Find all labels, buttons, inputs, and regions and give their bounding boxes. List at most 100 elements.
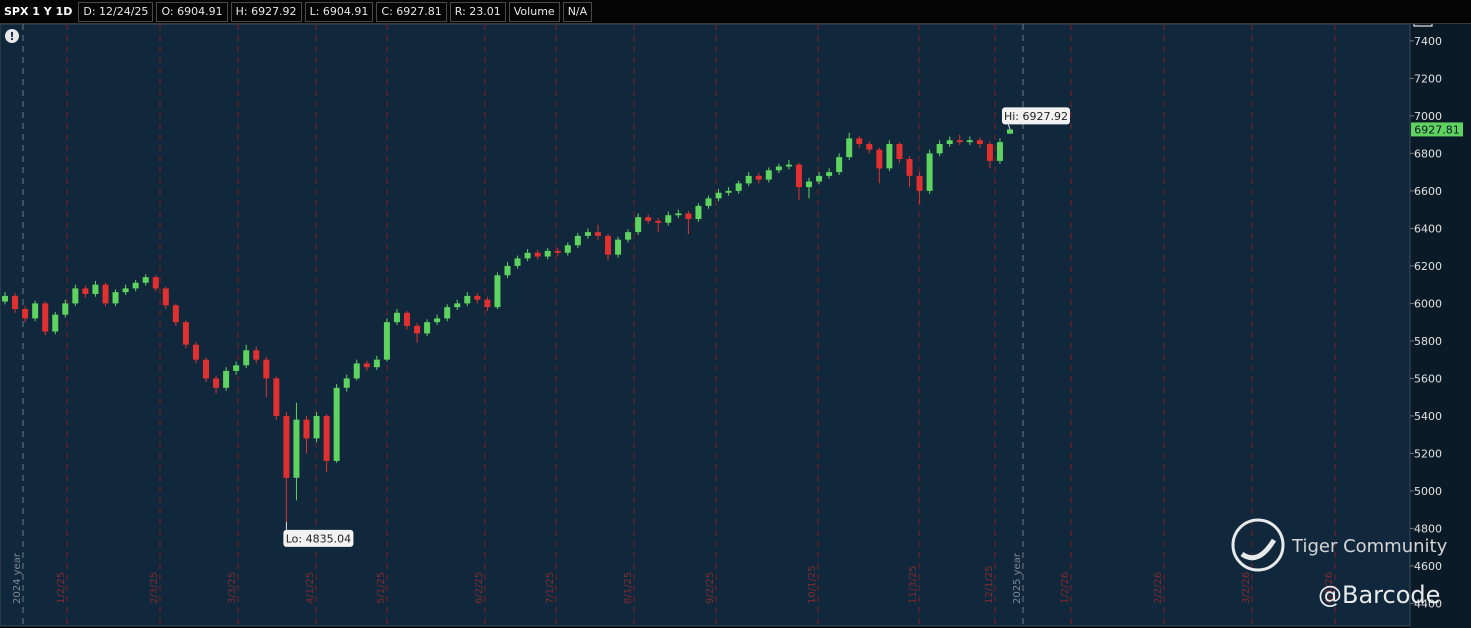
candle-body [856, 138, 863, 145]
candle-body [514, 258, 521, 266]
candle-body [22, 309, 29, 319]
header-field: Volume [508, 1, 560, 22]
y-tick-label: 5000 [1414, 485, 1442, 498]
candle-body [785, 164, 792, 167]
y-tick-label: 5600 [1414, 372, 1442, 385]
candle-body [745, 175, 752, 184]
y-tick-label: 6600 [1414, 185, 1442, 198]
plot-border [0, 24, 1411, 627]
candle-body [635, 217, 642, 233]
candle-body [373, 359, 380, 368]
y-tick-label: 4400 [1414, 597, 1442, 610]
candle-body [725, 190, 732, 193]
candle-body [32, 303, 39, 319]
candle-body [52, 314, 59, 332]
candle-body [494, 275, 501, 308]
candle-body [474, 295, 481, 300]
candle-body [313, 415, 320, 439]
candle-body [755, 175, 762, 180]
candle-body [273, 378, 280, 416]
candle-body [816, 175, 823, 182]
plot-bg [0, 24, 1410, 626]
candle-body [795, 164, 802, 188]
candle-body [484, 299, 491, 308]
date-label: 1/2/26 [1060, 572, 1071, 604]
candle-body [62, 303, 69, 315]
y-tick-label: 6800 [1414, 147, 1442, 160]
candle-body [534, 252, 541, 257]
candle-body [203, 359, 209, 379]
candle-body [383, 322, 390, 360]
candle-body [695, 205, 702, 220]
y-tick-label: 4600 [1414, 560, 1442, 573]
candle-body [986, 144, 993, 161]
candle-body [92, 284, 99, 295]
candle-body [926, 153, 933, 191]
candle-body [333, 387, 340, 461]
candle-body [956, 140, 963, 143]
candle-body [665, 215, 672, 223]
y-tick-label: 6200 [1414, 260, 1442, 273]
candle-body [323, 415, 330, 461]
candle-body [112, 292, 119, 304]
candle-body [846, 138, 853, 158]
candle-body [283, 415, 290, 478]
candle-body [876, 149, 883, 169]
candle-body [434, 318, 441, 323]
candle-body [192, 344, 199, 360]
candle-body [1007, 129, 1013, 134]
candle-body [182, 322, 189, 345]
y-tick-label: 7400 [1414, 35, 1442, 48]
y-tick-label: 5200 [1414, 447, 1442, 460]
y-tick-label: 6400 [1414, 222, 1442, 235]
alert-icon[interactable]: ! [5, 29, 19, 43]
candle-body [946, 140, 953, 145]
candle-body [363, 363, 370, 368]
header-field: N/A [562, 1, 593, 22]
candle-body [142, 277, 149, 283]
candle-body [544, 250, 551, 257]
candle-body [896, 144, 903, 160]
candle-body [574, 235, 581, 246]
date-label: 6/2/25 [474, 572, 485, 604]
candle-body [253, 350, 260, 360]
candle-body [404, 312, 410, 326]
candle-body [615, 239, 622, 255]
candle-body [524, 252, 531, 259]
svg-text:!: ! [9, 30, 14, 43]
candle-body [866, 144, 873, 150]
candle-body [775, 166, 782, 171]
candle-body [263, 359, 270, 379]
candle-body [504, 265, 511, 276]
candle-body [132, 282, 139, 289]
candle-body [996, 142, 1003, 161]
watermark: Tiger Community @Barcode [1231, 518, 1448, 609]
candle-body [826, 172, 833, 176]
date-label: 9/2/25 [705, 572, 716, 604]
candle-body [122, 288, 129, 293]
chart: ! 4400 4600 4800 5000 5200 5400 5600 5800 6000 62… [0, 24, 1471, 628]
y-tick-label: 6000 [1414, 297, 1442, 310]
date-label: 11/3/25 [908, 565, 919, 604]
candle-body [162, 288, 169, 306]
candle-body [172, 305, 179, 323]
date-label: 8/1/25 [623, 572, 634, 604]
header-field: R: 23.01 [449, 1, 506, 22]
y-tick-label: 5400 [1414, 410, 1442, 423]
candle-body [464, 295, 471, 304]
expand-icon[interactable] [1413, 24, 1433, 27]
symbol[interactable]: SPX 1 Y 1D [4, 5, 73, 18]
candle-body [414, 325, 421, 334]
header-field: L: 6904.91 [304, 1, 374, 22]
date-label: 2/3/25 [149, 572, 160, 604]
watermark-handle: @Barcode [1318, 581, 1440, 609]
last-price-tag [1411, 122, 1463, 137]
candle-body [715, 192, 722, 199]
candle-body [765, 170, 772, 180]
date-label: 12/1/25 [984, 565, 995, 604]
candle-body [424, 322, 431, 334]
candle-body [102, 284, 109, 304]
candle-body [966, 140, 973, 143]
candle-body [886, 144, 893, 169]
